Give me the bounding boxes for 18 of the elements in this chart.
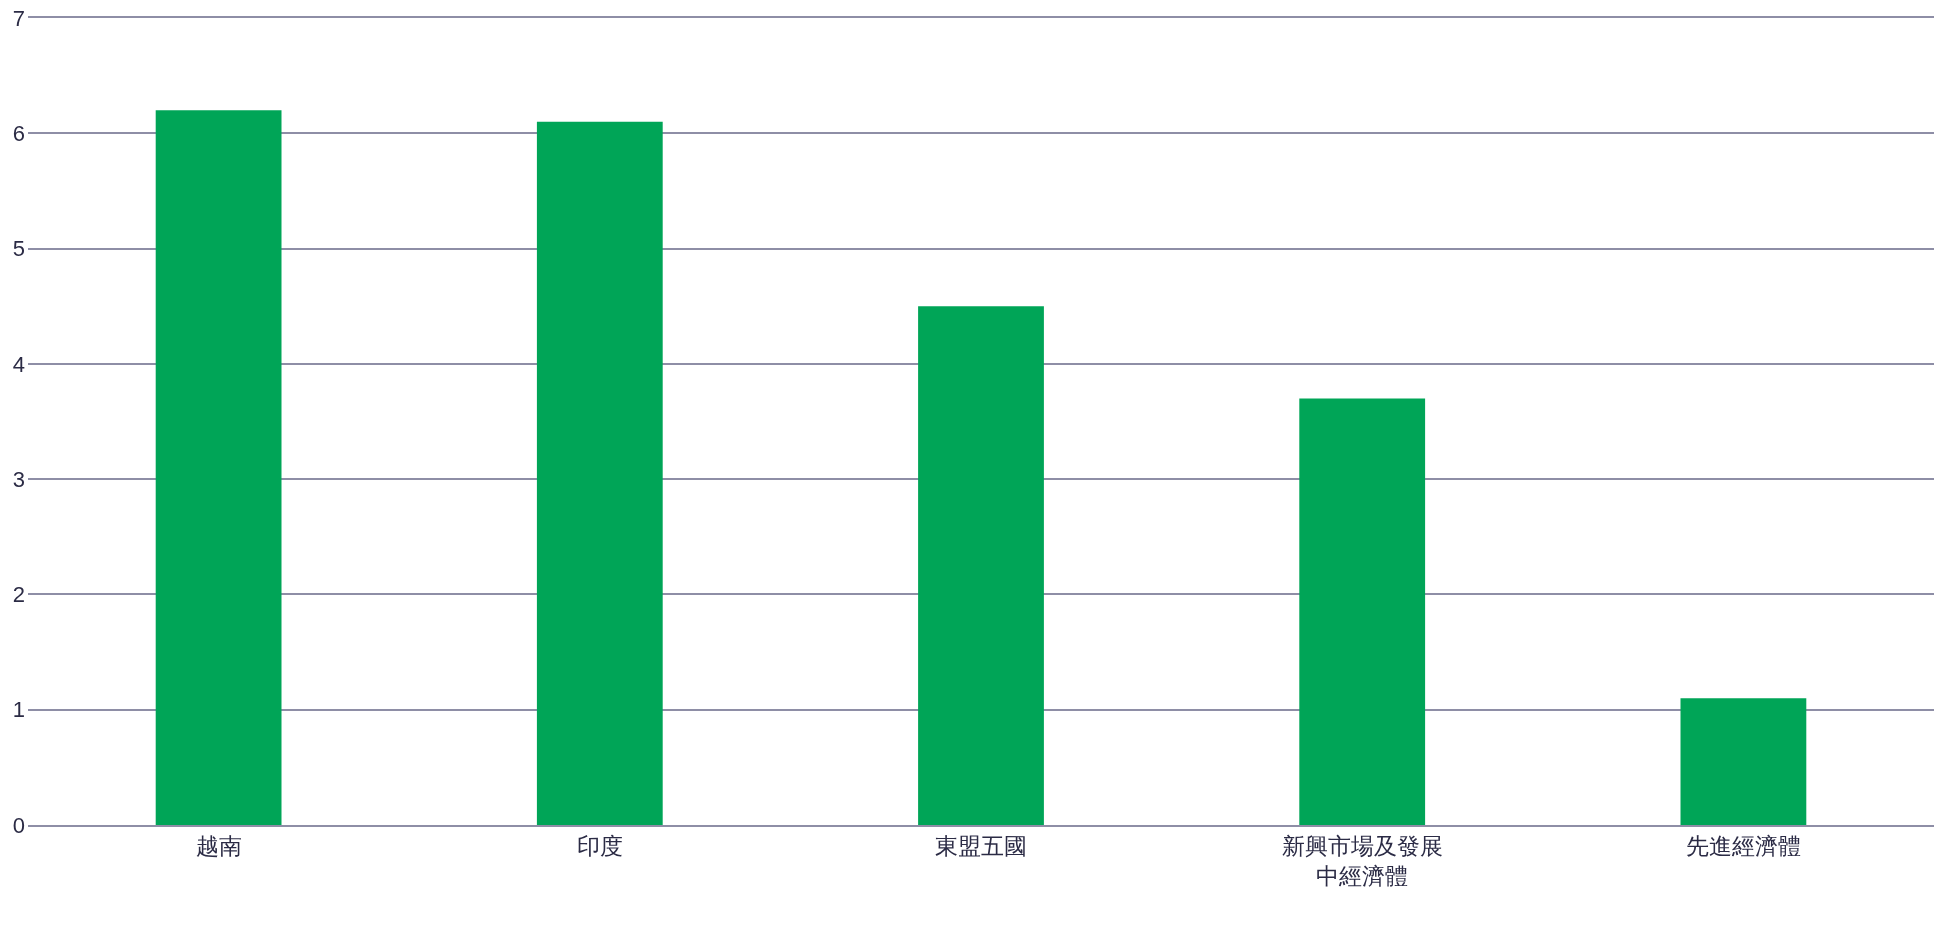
x-tick-label: 先進經濟體 <box>1685 833 1801 860</box>
x-tick-label: 東盟五國 <box>935 833 1027 860</box>
x-tick-label: 越南 <box>195 833 242 860</box>
bar <box>918 306 1044 825</box>
x-tick-label: 印度 <box>576 833 623 860</box>
y-tick-label: 3 <box>12 466 25 492</box>
bar <box>1680 698 1807 825</box>
y-tick-label: 5 <box>12 236 25 262</box>
y-tick-label: 0 <box>12 812 25 838</box>
y-tick-label: 7 <box>12 5 25 31</box>
y-tick-label: 4 <box>12 351 25 377</box>
bar <box>155 110 282 825</box>
bar <box>1299 398 1426 825</box>
bar <box>536 121 663 825</box>
y-tick-label: 2 <box>12 582 25 608</box>
y-tick-label: 6 <box>12 120 25 146</box>
x-tick-label: 新興市場及發展中經濟體 <box>1281 833 1443 890</box>
y-tick-label: 1 <box>12 697 25 723</box>
